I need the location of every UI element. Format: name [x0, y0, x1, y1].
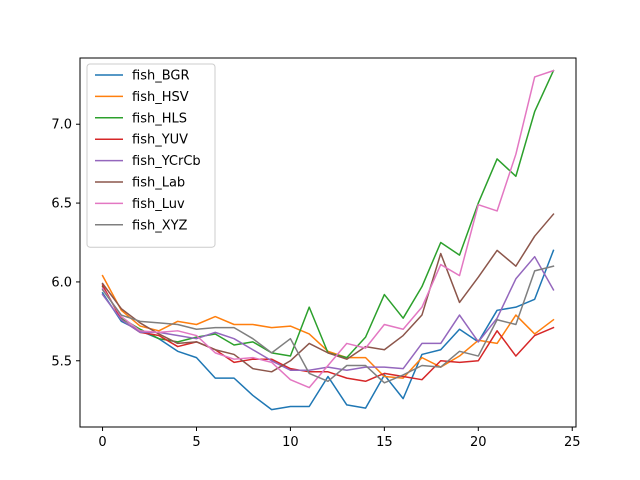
series-line-fish_YCrCb [101, 255, 555, 371]
y-axis: 5.5 6.0 6.5 7.0 [51, 118, 80, 369]
legend-label-fish_YUV: fish_YUV [132, 133, 188, 148]
x-tick-label: 5 [192, 435, 200, 450]
legend-box [86, 63, 216, 248]
legend-label-fish_YCrCb: fish_YCrCb [132, 154, 201, 169]
x-tick-label: 25 [564, 435, 581, 450]
y-tick-label: 6.0 [51, 275, 72, 290]
x-tick-label: 20 [470, 435, 487, 450]
legend-label-fish_HSV: fish_HSV [132, 90, 189, 105]
series-lines [101, 69, 555, 411]
legend-label-fish_Luv: fish_Luv [132, 197, 185, 212]
legend: fish_BGR fish_HSV fish_HLS fish_YUV fish_YCr… [86, 63, 216, 248]
legend-label-fish_BGR: fish_BGR [132, 69, 190, 84]
plot-frame [79, 57, 577, 428]
x-tick-label: 15 [376, 435, 393, 450]
y-tick-label: 5.5 [51, 354, 72, 369]
x-tick-label: 10 [282, 435, 299, 450]
legend-label-fish_HLS: fish_HLS [132, 111, 187, 126]
series-line-fish_YUV [101, 284, 555, 383]
y-tick-label: 6.5 [51, 197, 72, 212]
series-line-fish_Lab [101, 213, 555, 373]
x-tick-label: 0 [98, 435, 106, 450]
legend-label-fish_XYZ: fish_XYZ [132, 218, 188, 233]
series-line-fish_XYZ [101, 265, 555, 384]
series-line-fish_Luv [101, 69, 555, 389]
y-tick-label: 7.0 [51, 118, 72, 133]
legend-label-fish_Lab: fish_Lab [132, 176, 185, 191]
x-axis: 0 5 10 15 20 25 [98, 427, 581, 450]
